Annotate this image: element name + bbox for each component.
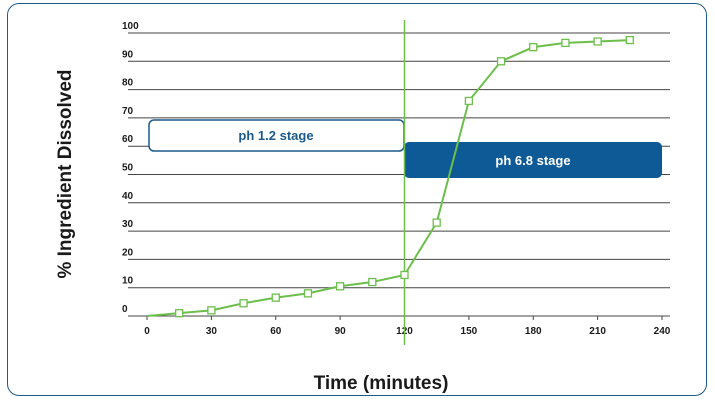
data-point-165 [496, 57, 506, 66]
ph-6-8-stage-box [404, 142, 662, 178]
data-point-90 [335, 282, 345, 291]
y-tick-label-100: 100 [122, 21, 139, 32]
x-tick-label-90: 90 [335, 326, 347, 337]
data-point-105 [368, 277, 377, 287]
data-point-195 [561, 38, 570, 48]
ph-6-8-stage-label: ph 6.8 stage [495, 153, 570, 168]
y-tick-label-80: 80 [122, 78, 134, 89]
series-line-0 [146, 39, 630, 317]
axis-layer: 0102030405060708090100030609012015018021… [122, 21, 671, 337]
data-point-225 [625, 35, 634, 45]
y-tick-label-10: 10 [122, 276, 134, 287]
y-tick-label-20: 20 [122, 247, 134, 258]
y-tick-label-70: 70 [122, 106, 134, 117]
series-layer [146, 35, 634, 318]
data-point-150 [464, 96, 474, 106]
x-tick-label-150: 150 [461, 326, 478, 337]
y-tick-label-50: 50 [122, 163, 134, 174]
x-tick-label-30: 30 [206, 326, 218, 337]
data-point-30 [207, 306, 216, 315]
y-axis-label: % Ingredient Dissolved [55, 69, 76, 278]
stage-layer: ph 1.2 stage ph 6.8 stage [148, 119, 662, 178]
data-point-45 [239, 299, 248, 308]
data-point-60 [271, 293, 280, 302]
y-tick-label-90: 90 [122, 49, 134, 60]
x-tick-label-180: 180 [525, 326, 542, 337]
data-point-75 [303, 289, 313, 298]
y-tick-label-0: 0 [122, 304, 128, 315]
data-point-135 [432, 218, 441, 227]
x-tick-label-0: 0 [144, 326, 150, 337]
x-tick-label-240: 240 [654, 326, 671, 337]
x-tick-label-210: 210 [589, 326, 606, 337]
y-tick-label-30: 30 [122, 219, 134, 230]
data-point-210 [593, 37, 602, 46]
chart-frame [7, 3, 707, 396]
x-axis-label: Time (minutes) [314, 373, 449, 394]
y-tick-label-40: 40 [122, 191, 134, 202]
data-point-120 [400, 270, 409, 280]
data-point-180 [529, 43, 538, 52]
data-point-15 [175, 309, 184, 318]
x-tick-label-60: 60 [270, 326, 282, 337]
ph-1-2-stage-label: ph 1.2 stage [238, 128, 313, 143]
y-tick-label-60: 60 [122, 134, 134, 145]
